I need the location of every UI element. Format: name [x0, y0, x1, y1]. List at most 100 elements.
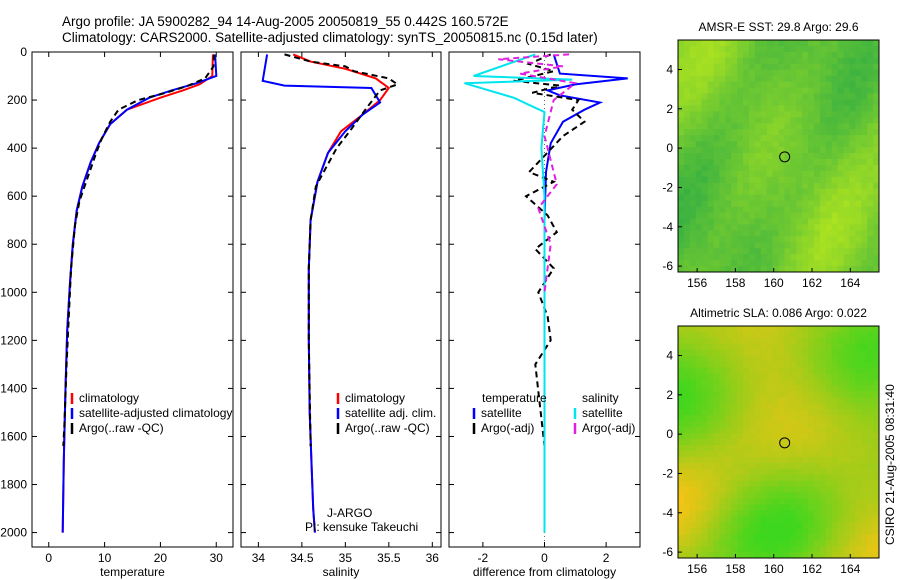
sla-map-cell — [855, 326, 862, 333]
sla-map-cell — [784, 468, 791, 476]
sst-map-cell — [754, 45, 762, 53]
sla-map-cell — [743, 534, 750, 541]
sla-map-cell — [819, 367, 827, 375]
sst-map-cell — [778, 153, 785, 160]
sst-map-cell — [802, 63, 809, 71]
sst-map-cell — [813, 75, 821, 83]
sla-map-frame — [677, 325, 880, 559]
sst-map-cell — [748, 242, 756, 249]
sla-map-cell — [825, 367, 833, 375]
sst-map-cell — [689, 164, 697, 172]
sst-map-cell — [719, 99, 726, 106]
sst-map-cell — [849, 153, 856, 160]
sst-map-cell — [707, 170, 714, 178]
sst-map-cell — [837, 81, 845, 89]
sla-map-cell — [825, 439, 833, 446]
sst-map-cell — [719, 236, 726, 243]
sst-map-cell — [867, 260, 874, 267]
sla-map-cell — [748, 409, 756, 416]
sla-map-cell — [778, 468, 785, 476]
sla-map-cell — [719, 397, 726, 404]
sla-map-cell — [837, 355, 845, 363]
sst-map-cell — [802, 242, 809, 249]
sla-map-cell — [754, 355, 762, 363]
sla-map-cell — [707, 385, 714, 392]
sla-map-cell — [731, 343, 738, 351]
sla-map-cell — [695, 534, 703, 541]
sst-map-cell — [855, 111, 862, 118]
sst-map-cell — [707, 224, 714, 231]
sla-map-cell — [837, 444, 845, 452]
sst-map-cell — [790, 236, 797, 243]
sst-map-cell — [754, 206, 762, 214]
sla-map-cell — [796, 355, 803, 363]
sst-map-cell — [760, 266, 768, 273]
sst-map-cell — [849, 69, 856, 77]
sst-map-cell — [855, 236, 862, 243]
sst-map-cell — [802, 248, 809, 255]
sst-map-cell — [849, 182, 856, 190]
sla-map-cell — [784, 444, 791, 452]
sst-map-cell — [796, 51, 803, 59]
sla-map-cell — [778, 450, 785, 458]
sla-map-cell — [695, 343, 703, 351]
sst-map-cell — [748, 81, 756, 89]
sst-map-cell — [683, 182, 691, 190]
sst-map-cell — [678, 75, 685, 83]
sla-map-cell — [713, 540, 720, 547]
sst-map-cell — [867, 170, 874, 178]
sla-map-cell — [743, 480, 750, 488]
sst-map-cell — [678, 218, 685, 225]
sst-map-cell — [743, 40, 750, 47]
sla-map-cell — [843, 343, 850, 351]
sst-map-cell — [873, 93, 880, 100]
sst-map-cell — [719, 194, 726, 202]
sla-map-cell — [813, 355, 821, 363]
sla-map-cell — [837, 349, 845, 357]
sst-map-cell — [695, 266, 703, 273]
sst-map-cell — [748, 212, 756, 219]
sla-map-cell — [701, 522, 709, 529]
sla-map-cell — [713, 391, 720, 398]
sst-map-cell — [808, 218, 815, 225]
sla-map-cell — [855, 385, 862, 392]
sla-map-cell — [808, 468, 815, 476]
sst-map-cell — [861, 141, 868, 148]
sst-map-cell — [778, 129, 785, 136]
sla-map-cell — [796, 534, 803, 541]
sst-map-cell — [796, 93, 803, 100]
sst-map-cell — [725, 194, 732, 202]
sla-map-cell — [837, 427, 845, 434]
sla-map-cell — [731, 421, 738, 428]
sst-map-cell — [825, 105, 833, 112]
sst-map-cell — [678, 188, 685, 196]
sst-map-cell — [683, 176, 691, 184]
sst-map-cell — [743, 266, 750, 273]
sst-map-cell — [808, 123, 815, 130]
sst-map-cell — [837, 266, 845, 273]
sst-map-cell — [808, 87, 815, 95]
sst-map-cell — [689, 200, 697, 208]
sla-map-cell — [849, 534, 856, 541]
sst-map-cell — [707, 236, 714, 243]
sst-map-cell — [831, 51, 839, 59]
sla-map-cell — [731, 385, 738, 392]
sla-map-cell — [873, 373, 880, 381]
sst-map-cell — [802, 254, 809, 261]
sla-map-cell — [725, 444, 732, 452]
sla-map-cell — [790, 546, 797, 553]
sla-map-cell — [731, 534, 738, 541]
sst-map-cell — [772, 57, 779, 65]
sst-map-cell — [873, 176, 880, 184]
sla-map-cell — [760, 492, 768, 500]
sst-map-cell — [719, 248, 726, 255]
sla-map-cell — [784, 326, 791, 333]
sst-map-cell — [772, 105, 779, 112]
sla-map-cell — [719, 367, 726, 375]
sst-map-cell — [766, 153, 774, 160]
sla-map-cell — [873, 462, 880, 470]
sla-map-cell — [837, 391, 845, 398]
sla-map-cell — [754, 439, 762, 446]
sla-map-cell — [760, 409, 768, 416]
sla-map-cell — [689, 361, 697, 369]
